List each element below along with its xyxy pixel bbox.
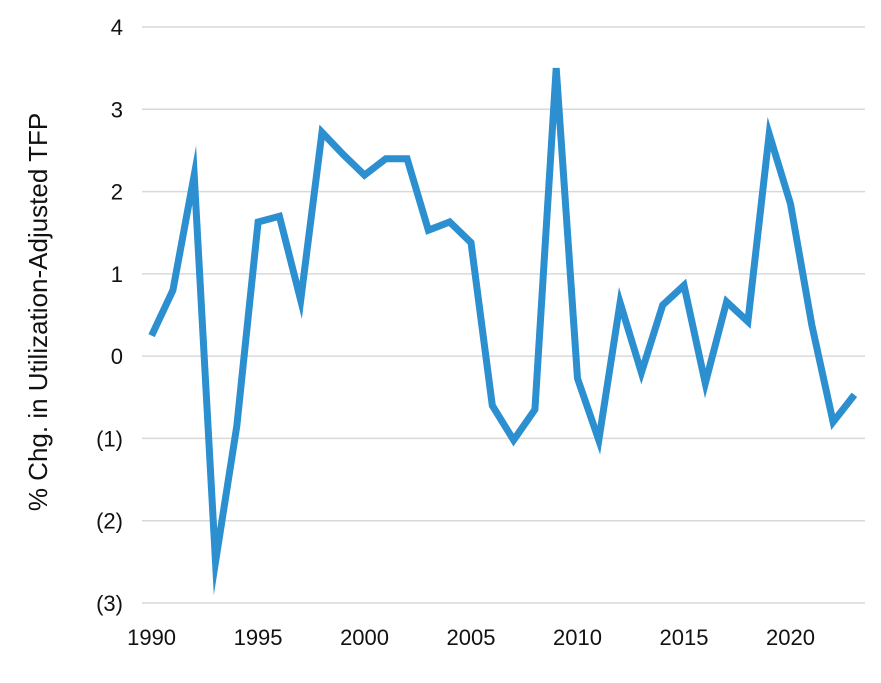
series-group bbox=[148, 67, 858, 596]
x-tick-label: 2015 bbox=[660, 625, 709, 650]
x-tick-label: 2020 bbox=[766, 625, 815, 650]
gridlines bbox=[142, 26, 865, 604]
y-tick-label: 2 bbox=[111, 180, 123, 205]
y-tick-label: (3) bbox=[96, 591, 123, 616]
x-tick-label: 1995 bbox=[234, 625, 283, 650]
y-tick-label: (2) bbox=[96, 509, 123, 534]
x-tick-label: 2000 bbox=[340, 625, 389, 650]
y-axis-title: % Chg. in Utilization-Adjusted TFP bbox=[23, 113, 53, 511]
x-axis-tick-labels: 1990 1995 2000 2005 2010 2015 2020 bbox=[127, 625, 815, 650]
y-tick-label: 0 bbox=[111, 344, 123, 369]
x-tick-label: 2010 bbox=[553, 625, 602, 650]
y-tick-label: (1) bbox=[96, 426, 123, 451]
y-axis-tick-labels: 4 3 2 1 0 (1) (2) (3) bbox=[96, 15, 123, 616]
x-tick-label: 1990 bbox=[127, 625, 176, 650]
y-tick-label: 4 bbox=[111, 15, 123, 40]
y-tick-label: 1 bbox=[111, 262, 123, 287]
y-tick-label: 3 bbox=[111, 97, 123, 122]
series-line bbox=[148, 67, 858, 596]
x-tick-label: 2005 bbox=[447, 625, 496, 650]
